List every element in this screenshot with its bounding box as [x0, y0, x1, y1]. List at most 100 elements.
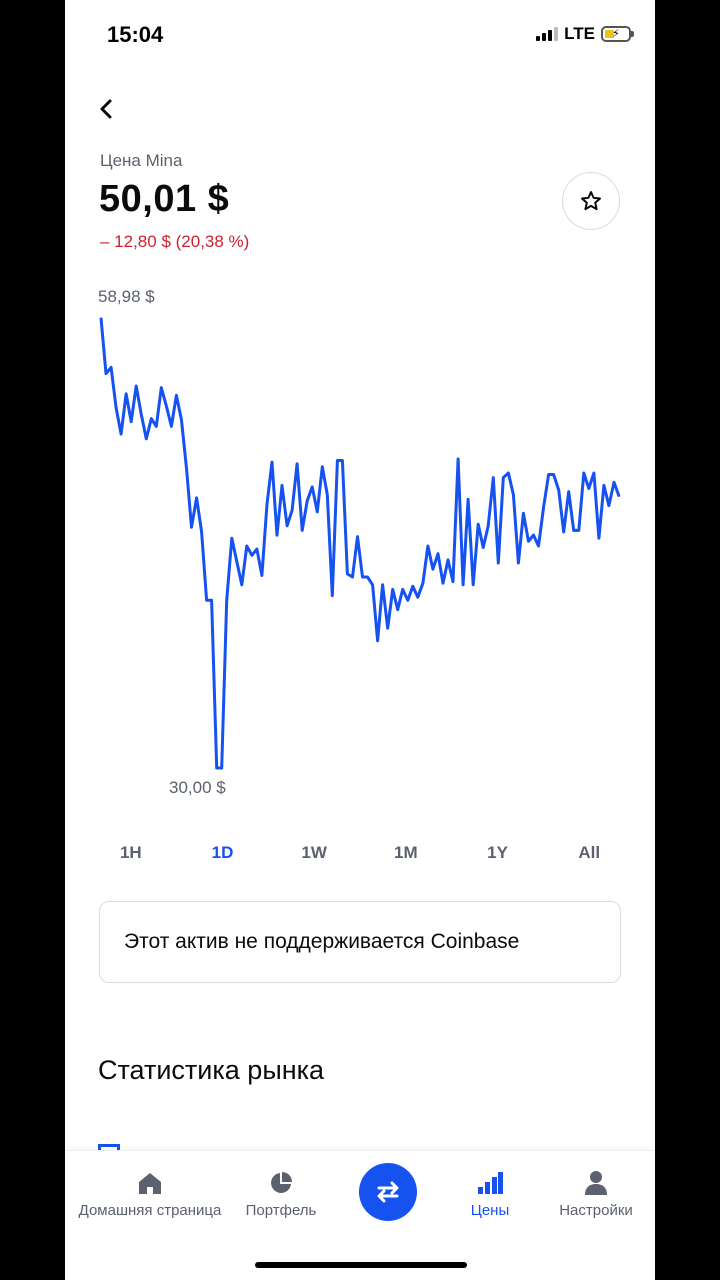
- price-point: [105, 372, 107, 375]
- asset-price-label: Цена Mina: [100, 151, 183, 170]
- price-point: [608, 504, 610, 507]
- price-point: [366, 576, 369, 578]
- unsupported-asset-notice: Этот актив не поддерживается Coinbase: [99, 901, 621, 983]
- price-point: [251, 554, 253, 557]
- price-point: [432, 568, 434, 570]
- price-point: [487, 525, 490, 527]
- nav-portfolio-label: Портфель: [245, 1202, 317, 1219]
- price-point: [120, 433, 122, 435]
- price-point: [462, 584, 464, 586]
- price-point: [572, 529, 575, 532]
- time-range-tabs: 1H 1D 1W 1M 1Y All: [85, 838, 635, 868]
- price-point: [125, 393, 127, 395]
- nav-settings[interactable]: Настройки: [553, 1151, 639, 1231]
- price-point: [246, 545, 248, 547]
- price-point: [417, 596, 419, 598]
- price-point: [356, 535, 359, 538]
- notice-text: Этот актив не поддерживается Coinbase: [124, 930, 520, 953]
- back-button[interactable]: [91, 92, 121, 126]
- price-point: [618, 495, 620, 498]
- price-point: [437, 552, 439, 555]
- price-point: [598, 537, 600, 539]
- price-point: [588, 487, 590, 490]
- price-point: [200, 531, 203, 533]
- price-chart[interactable]: 58,98 $ 30,00 $: [65, 280, 655, 810]
- price-point: [135, 385, 137, 387]
- battery-icon: ⚡: [601, 26, 634, 42]
- bar-chart-icon: [477, 1169, 503, 1197]
- nav-prices-label: Цены: [470, 1202, 510, 1219]
- swap-arrows-icon: [377, 1181, 399, 1203]
- watchlist-button[interactable]: [562, 172, 620, 230]
- price-point: [241, 584, 243, 586]
- price-point: [185, 467, 188, 470]
- price-point: [401, 588, 404, 591]
- price-point: [100, 317, 102, 319]
- price-point: [567, 490, 570, 493]
- price-point: [286, 525, 288, 527]
- signal-icon: [536, 27, 559, 41]
- price-point: [205, 599, 208, 602]
- nav-home-label: Домашняя страница: [78, 1202, 222, 1219]
- price-point: [427, 545, 429, 547]
- price-point: [447, 559, 449, 561]
- price-point: [502, 476, 505, 479]
- nav-home[interactable]: Домашняя страница: [75, 1151, 225, 1231]
- price-point: [326, 493, 329, 496]
- price-point: [583, 472, 585, 474]
- price-point: [130, 420, 132, 423]
- price-point: [175, 394, 178, 397]
- price-point: [457, 458, 459, 460]
- price-point: [613, 481, 615, 484]
- price-point: [371, 584, 374, 586]
- price-line: [99, 317, 621, 770]
- price-point: [215, 767, 218, 769]
- price-point: [557, 489, 560, 491]
- price-point: [115, 407, 117, 409]
- price-chart-svg: [99, 317, 621, 770]
- nav-prices[interactable]: Цены: [452, 1151, 528, 1231]
- range-tab-all[interactable]: All: [578, 843, 601, 862]
- price-point: [593, 472, 595, 474]
- range-tab-1y[interactable]: 1Y: [487, 843, 508, 862]
- trade-button[interactable]: [359, 1163, 417, 1221]
- price-point: [603, 484, 605, 487]
- price-point: [301, 529, 303, 532]
- price-point: [140, 413, 142, 415]
- price-point: [477, 523, 480, 525]
- price-point: [231, 537, 233, 539]
- price-point: [110, 366, 112, 369]
- nav-portfolio[interactable]: Портфель: [235, 1151, 327, 1231]
- range-tab-1w[interactable]: 1W: [301, 843, 327, 862]
- range-tab-1h[interactable]: 1H: [119, 843, 142, 862]
- range-tab-1m[interactable]: 1M: [394, 843, 418, 862]
- range-tab-1d[interactable]: 1D: [211, 843, 234, 862]
- price-point: [422, 582, 424, 584]
- price-point: [532, 534, 535, 536]
- price-point: [442, 582, 444, 584]
- price-point: [331, 594, 334, 597]
- price-point: [482, 546, 485, 549]
- price-point: [351, 576, 354, 578]
- price-point: [145, 438, 148, 440]
- app-screen: 15:04 LTE ⚡ Цена Mina 50,01 $ – 12,80 $ …: [65, 0, 655, 1280]
- price-point: [165, 405, 168, 407]
- stat-icon: [98, 1144, 120, 1154]
- price-point: [256, 548, 258, 550]
- price-point: [341, 459, 344, 462]
- pie-chart-icon: [269, 1169, 293, 1197]
- bottom-nav: Домашняя страница Портфель: [65, 1150, 655, 1280]
- price-point: [517, 562, 520, 564]
- price-point: [381, 584, 384, 586]
- status-indicators: LTE ⚡: [536, 24, 634, 44]
- price-point: [497, 562, 500, 564]
- network-type: LTE: [564, 24, 595, 43]
- price-point: [281, 484, 283, 487]
- market-stats-title: Статистика рынка: [98, 1055, 325, 1085]
- price-point: [552, 473, 555, 476]
- price-point: [512, 493, 515, 496]
- price-point: [452, 580, 454, 583]
- price-point: [311, 486, 313, 488]
- price-point: [547, 473, 550, 476]
- price-point: [396, 608, 399, 611]
